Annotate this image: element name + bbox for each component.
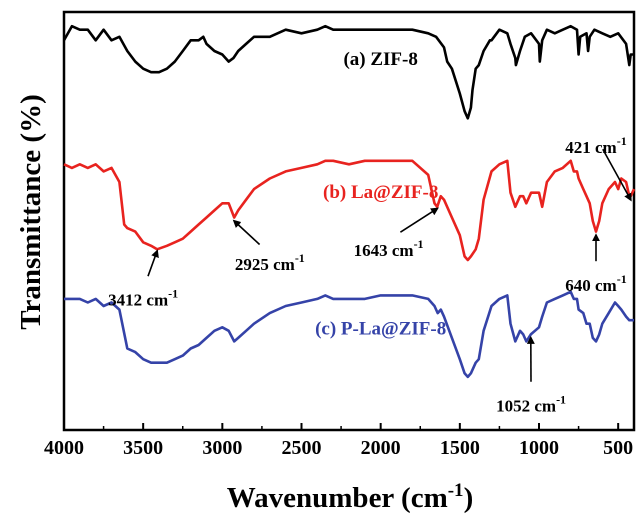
series-layer: (a) ZIF-8 (b) La@ZIF-8 (c) P-La@ZIF-8 [62, 24, 636, 379]
annotation-arrow-5 [602, 148, 632, 202]
plot-border [62, 10, 636, 432]
series-label-3: (c) P-La@ZIF-8 [315, 318, 446, 339]
x-tick-label: 500 [603, 437, 633, 459]
x-tick-label: 1000 [519, 437, 559, 459]
annotation-label-5: 421 cm-1 [565, 134, 626, 157]
series-label-2: (b) La@ZIF-8 [323, 182, 438, 203]
x-axis-unit-close: ) [464, 482, 474, 514]
x-tick-label: 3000 [202, 437, 242, 459]
series-line-2 [63, 159, 636, 262]
annotation-layer: 3412 cm-1 2925 cm-1 1643 cm-1 640 cm-1 421 c… [108, 134, 632, 416]
annotation-arrow-2 [232, 219, 261, 246]
x-axis-title-text: Wavenumber [227, 482, 395, 514]
annotation-arrow-3 [399, 207, 439, 233]
x-axis-unit-open: (cm [401, 482, 448, 514]
annotation-label-1: 3412 cm-1 [108, 286, 178, 309]
series-line-1 [62, 24, 634, 120]
annotation-label-3: 1643 cm-1 [354, 237, 424, 260]
series-label-1: (a) ZIF-8 [343, 49, 417, 70]
y-axis-title: Transmittance (%) [15, 94, 47, 329]
x-tick-label: 3500 [123, 437, 163, 459]
x-tick-label: 2000 [361, 437, 401, 459]
x-axis-ticks: 4000 3500 3000 2500 2000 1500 1000 500 [44, 423, 633, 459]
x-axis-title: Wavenumber (cm-1) [227, 480, 473, 514]
series-line-3 [64, 290, 634, 379]
x-tick-label: 4000 [44, 437, 84, 459]
annotation-label-6: 1052 cm-1 [496, 393, 566, 416]
annotation-arrow-1 [147, 249, 159, 277]
plot-frame [62, 10, 636, 432]
annotation-label-4: 640 cm-1 [565, 272, 626, 295]
x-axis-unit-exp: -1 [448, 480, 464, 501]
x-tick-label: 1500 [440, 437, 480, 459]
x-tick-label: 2500 [282, 437, 322, 459]
annotation-label-2: 2925 cm-1 [235, 251, 305, 274]
